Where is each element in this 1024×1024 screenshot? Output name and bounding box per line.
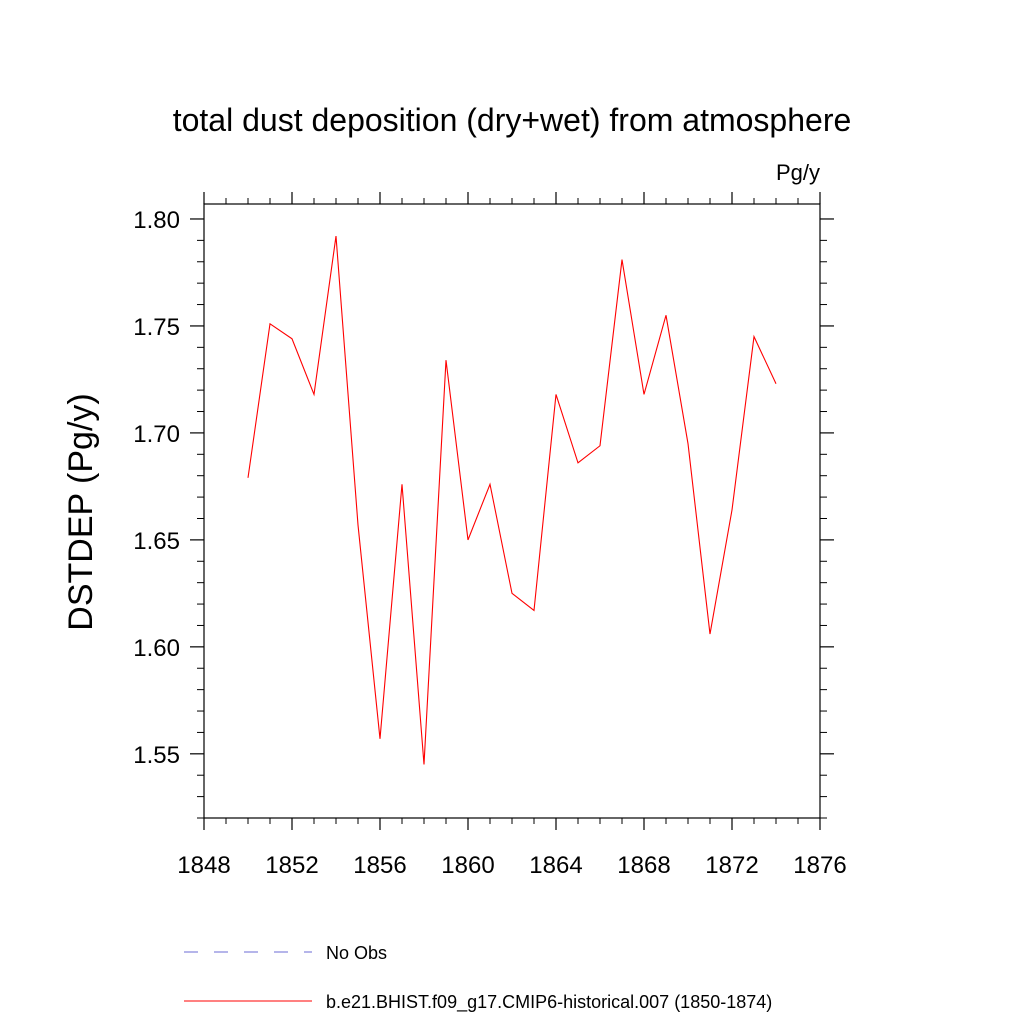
y-axis-label: DSTDEP (Pg/y) bbox=[62, 393, 100, 630]
x-tick-label: 1872 bbox=[705, 852, 758, 879]
y-tick-label: 1.55 bbox=[133, 742, 180, 769]
chart-title: total dust deposition (dry+wet) from atm… bbox=[173, 102, 852, 138]
y-tick-label: 1.80 bbox=[133, 207, 180, 234]
x-tick-label: 1848 bbox=[177, 852, 230, 879]
y-tick-label: 1.70 bbox=[133, 421, 180, 448]
series-line-1 bbox=[247, 236, 777, 765]
y-tick-label: 1.65 bbox=[133, 528, 180, 555]
legend-label: b.e21.BHIST.f09_g17.CMIP6-historical.007… bbox=[326, 992, 772, 1013]
legend-label: No Obs bbox=[326, 943, 387, 963]
y-tick-label: 1.75 bbox=[133, 314, 180, 341]
x-tick-label: 1876 bbox=[793, 852, 846, 879]
x-tick-label: 1860 bbox=[441, 852, 494, 879]
x-tick-label: 1868 bbox=[617, 852, 670, 879]
x-tick-label: 1856 bbox=[353, 852, 406, 879]
y-tick-labels: 1.55 1.60 1.65 1.70 1.75 1.80 bbox=[133, 207, 180, 769]
units-label: Pg/y bbox=[776, 160, 820, 185]
plot-frame bbox=[203, 203, 821, 819]
series-layer bbox=[247, 236, 777, 765]
x-tick-label: 1864 bbox=[529, 852, 582, 879]
legend: No Obs b.e21.BHIST.f09_g17.CMIP6-historic… bbox=[184, 943, 772, 1013]
x-tick-labels: 1848 1852 1856 1860 1864 1868 1872 1876 bbox=[177, 852, 846, 879]
axis-ticks bbox=[190, 192, 834, 830]
x-tick-label: 1852 bbox=[265, 852, 318, 879]
y-tick-label: 1.60 bbox=[133, 635, 180, 662]
